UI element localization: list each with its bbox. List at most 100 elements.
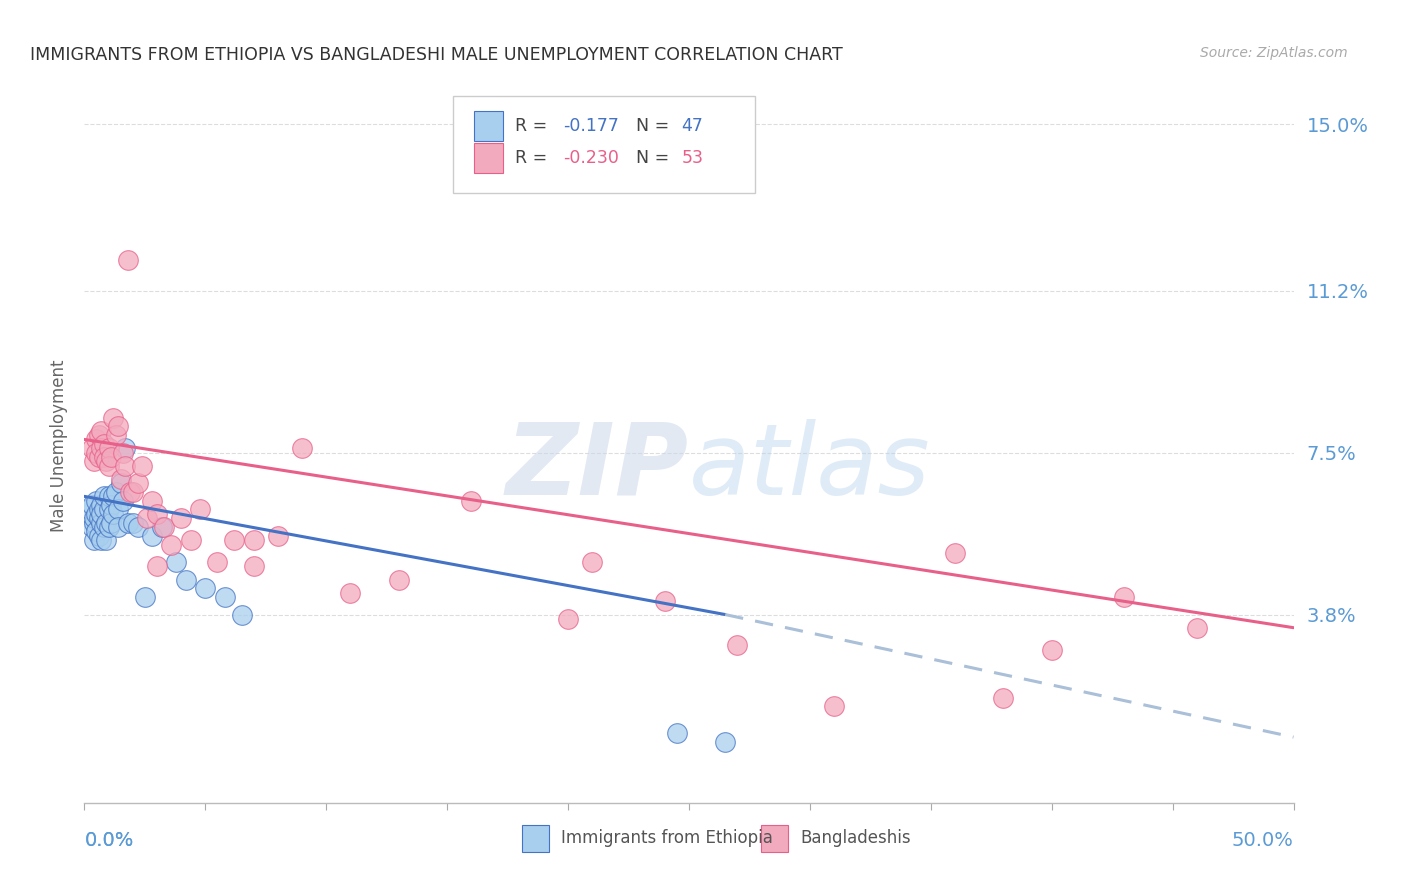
Point — [77, 502, 100, 516]
Point — [207, 555, 229, 569]
Point — [90, 533, 112, 548]
Point — [112, 493, 135, 508]
Point — [93, 502, 115, 516]
Point — [114, 458, 136, 473]
Point — [190, 502, 212, 516]
Point — [117, 516, 139, 530]
Point — [97, 458, 120, 473]
Point — [136, 511, 159, 525]
Point — [107, 419, 129, 434]
Point — [93, 489, 115, 503]
Point — [1114, 590, 1136, 604]
Point — [725, 638, 748, 652]
Point — [993, 690, 1015, 705]
Point — [214, 590, 236, 604]
Point — [231, 607, 253, 622]
Point — [150, 520, 173, 534]
Text: N =: N = — [636, 150, 675, 168]
Bar — [474, 144, 503, 173]
Point — [87, 428, 110, 442]
Point — [83, 511, 105, 525]
Text: 0.0%: 0.0% — [84, 831, 134, 850]
Point — [90, 507, 112, 521]
Text: ZIP: ZIP — [506, 419, 689, 516]
Point — [1040, 642, 1063, 657]
Point — [94, 516, 117, 530]
Point — [90, 498, 112, 512]
Text: R =: R = — [515, 150, 553, 168]
Point — [86, 493, 108, 508]
Point — [160, 537, 183, 551]
Point — [97, 489, 120, 503]
Point — [86, 433, 108, 447]
Point — [83, 454, 105, 468]
Point — [121, 485, 143, 500]
Point — [87, 502, 110, 516]
Point — [110, 476, 132, 491]
Text: 0.0%: 0.0% — [84, 831, 134, 850]
Point — [93, 520, 115, 534]
Point — [654, 594, 676, 608]
Point — [97, 502, 120, 516]
Point — [943, 546, 966, 560]
Point — [87, 450, 110, 464]
Point — [180, 533, 202, 548]
Text: R =: R = — [515, 117, 553, 135]
Point — [93, 450, 115, 464]
Point — [339, 585, 361, 599]
Point — [86, 524, 108, 539]
Point — [93, 437, 115, 451]
Point — [174, 573, 197, 587]
Bar — [522, 825, 548, 852]
Point — [100, 450, 122, 464]
Text: 50.0%: 50.0% — [1232, 831, 1294, 850]
Point — [110, 472, 132, 486]
Point — [104, 485, 127, 500]
Point — [80, 520, 103, 534]
Point — [242, 559, 264, 574]
Text: -0.177: -0.177 — [564, 117, 619, 135]
Text: 53: 53 — [682, 150, 703, 168]
Point — [97, 520, 120, 534]
Point — [291, 441, 314, 455]
Bar — [474, 111, 503, 141]
FancyBboxPatch shape — [453, 96, 755, 193]
Point — [460, 493, 482, 508]
Point — [714, 734, 737, 748]
Point — [94, 454, 117, 468]
Point — [103, 489, 125, 503]
Point — [146, 507, 169, 521]
Point — [665, 725, 688, 739]
Point — [107, 502, 129, 516]
Point — [557, 612, 579, 626]
Point — [165, 555, 187, 569]
Point — [121, 516, 143, 530]
Point — [94, 533, 117, 548]
Point — [146, 559, 169, 574]
Point — [100, 516, 122, 530]
Point — [103, 410, 125, 425]
Point — [114, 441, 136, 455]
Point — [107, 520, 129, 534]
Point — [83, 516, 105, 530]
Point — [141, 493, 163, 508]
Point — [90, 424, 112, 438]
Point — [86, 507, 108, 521]
Point — [153, 520, 176, 534]
Text: N =: N = — [636, 117, 675, 135]
Point — [87, 529, 110, 543]
Point — [112, 445, 135, 459]
Point — [170, 511, 193, 525]
Text: atlas: atlas — [689, 419, 931, 516]
Point — [103, 507, 125, 521]
Text: IMMIGRANTS FROM ETHIOPIA VS BANGLADESHI MALE UNEMPLOYMENT CORRELATION CHART: IMMIGRANTS FROM ETHIOPIA VS BANGLADESHI … — [30, 46, 842, 64]
Point — [87, 511, 110, 525]
Bar — [762, 825, 789, 852]
Point — [823, 699, 845, 714]
Point — [134, 590, 156, 604]
Point — [194, 582, 217, 596]
Point — [224, 533, 246, 548]
Point — [117, 252, 139, 267]
Point — [100, 498, 122, 512]
Point — [90, 516, 112, 530]
